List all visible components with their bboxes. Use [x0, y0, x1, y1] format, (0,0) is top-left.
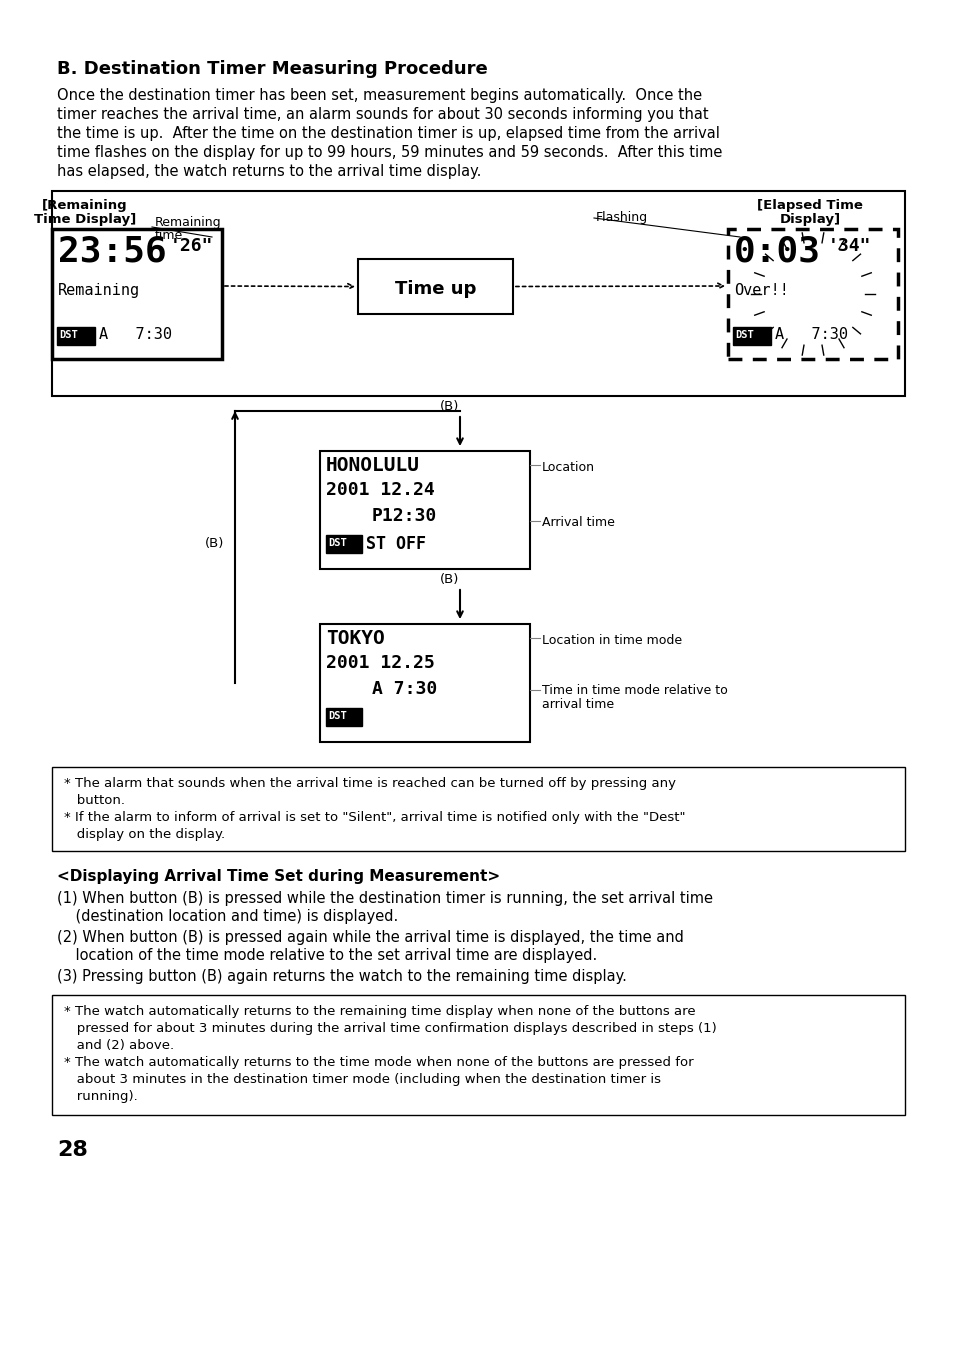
Text: DST: DST: [328, 711, 346, 721]
Text: A   7:30: A 7:30: [774, 327, 847, 341]
Text: B. Destination Timer Measuring Procedure: B. Destination Timer Measuring Procedure: [57, 60, 487, 79]
Bar: [319, 625, 530, 743]
Bar: [319, 451, 530, 569]
Text: [Elapsed Time: [Elapsed Time: [757, 199, 862, 211]
Text: * The watch automatically returns to the remaining time display when none of the: * The watch automatically returns to the…: [64, 1005, 695, 1018]
Bar: [727, 229, 897, 359]
Text: DST: DST: [328, 538, 346, 547]
Text: Remaining: Remaining: [154, 215, 221, 229]
Text: ST OFF: ST OFF: [366, 535, 426, 553]
Text: arrival time: arrival time: [541, 698, 614, 711]
Text: time: time: [154, 229, 183, 243]
Text: has elapsed, the watch returns to the arrival time display.: has elapsed, the watch returns to the ar…: [57, 164, 481, 179]
Text: * If the alarm to inform of arrival is set to "Silent", arrival time is notified: * If the alarm to inform of arrival is s…: [64, 812, 685, 824]
Bar: [52, 995, 904, 1115]
Text: timer reaches the arrival time, an alarm sounds for about 30 seconds informing y: timer reaches the arrival time, an alarm…: [57, 107, 708, 122]
Text: '26": '26": [170, 237, 213, 255]
Bar: [57, 327, 95, 346]
Text: running).: running).: [64, 1089, 137, 1103]
Bar: [357, 259, 513, 314]
Text: 23:56: 23:56: [58, 234, 167, 270]
Bar: [326, 535, 361, 553]
Text: about 3 minutes in the destination timer mode (including when the destination ti: about 3 minutes in the destination timer…: [64, 1073, 660, 1085]
Text: Once the destination timer has been set, measurement begins automatically.  Once: Once the destination timer has been set,…: [57, 88, 701, 103]
Text: (destination location and time) is displayed.: (destination location and time) is displ…: [57, 909, 397, 924]
Text: P12:30: P12:30: [372, 507, 436, 524]
Text: '34": '34": [827, 237, 871, 255]
Text: (B): (B): [440, 400, 459, 413]
Text: Time Display]: Time Display]: [34, 213, 136, 226]
Text: * The alarm that sounds when the arrival time is reached can be turned off by pr: * The alarm that sounds when the arrival…: [64, 776, 676, 790]
Text: Time up: Time up: [395, 279, 476, 298]
Text: 0:03: 0:03: [733, 234, 821, 270]
Text: 28: 28: [57, 1140, 88, 1160]
Text: <Displaying Arrival Time Set during Measurement>: <Displaying Arrival Time Set during Meas…: [57, 869, 499, 883]
Text: (B): (B): [440, 573, 459, 585]
Text: button.: button.: [64, 794, 125, 808]
Bar: [732, 327, 770, 346]
Bar: [52, 229, 222, 359]
Text: HONOLULU: HONOLULU: [326, 457, 419, 476]
Text: Location: Location: [541, 461, 595, 474]
Text: Location in time mode: Location in time mode: [541, 634, 681, 646]
Text: pressed for about 3 minutes during the arrival time confirmation displays descri: pressed for about 3 minutes during the a…: [64, 1022, 716, 1035]
Text: A   7:30: A 7:30: [99, 327, 172, 341]
Text: and (2) above.: and (2) above.: [64, 1039, 174, 1051]
Text: Over!!: Over!!: [733, 283, 788, 298]
Text: display on the display.: display on the display.: [64, 828, 225, 841]
Text: DST: DST: [59, 331, 77, 340]
Text: DST: DST: [734, 331, 753, 340]
Text: (2) When button (B) is pressed again while the arrival time is displayed, the ti: (2) When button (B) is pressed again whi…: [57, 930, 683, 944]
Text: Arrival time: Arrival time: [541, 516, 615, 528]
Text: * The watch automatically returns to the time mode when none of the buttons are : * The watch automatically returns to the…: [64, 1056, 693, 1069]
Text: (3) Pressing button (B) again returns the watch to the remaining time display.: (3) Pressing button (B) again returns th…: [57, 969, 626, 984]
Bar: [52, 191, 904, 396]
Text: [Remaining: [Remaining: [42, 199, 128, 211]
Bar: [52, 767, 904, 851]
Text: (1) When button (B) is pressed while the destination timer is running, the set a: (1) When button (B) is pressed while the…: [57, 892, 712, 906]
Text: the time is up.  After the time on the destination timer is up, elapsed time fro: the time is up. After the time on the de…: [57, 126, 720, 141]
Text: TOKYO: TOKYO: [326, 629, 384, 648]
Text: Time in time mode relative to: Time in time mode relative to: [541, 684, 727, 696]
Text: location of the time mode relative to the set arrival time are displayed.: location of the time mode relative to th…: [57, 948, 597, 963]
Text: time flashes on the display for up to 99 hours, 59 minutes and 59 seconds.  Afte: time flashes on the display for up to 99…: [57, 145, 721, 160]
Text: 2001 12.25: 2001 12.25: [326, 654, 435, 672]
Text: Display]: Display]: [779, 213, 840, 226]
Bar: [326, 709, 361, 726]
Text: A 7:30: A 7:30: [372, 680, 436, 698]
Text: 2001 12.24: 2001 12.24: [326, 481, 435, 499]
Text: Flashing: Flashing: [596, 211, 647, 224]
Text: Remaining: Remaining: [58, 283, 140, 298]
Text: (B): (B): [205, 538, 224, 550]
